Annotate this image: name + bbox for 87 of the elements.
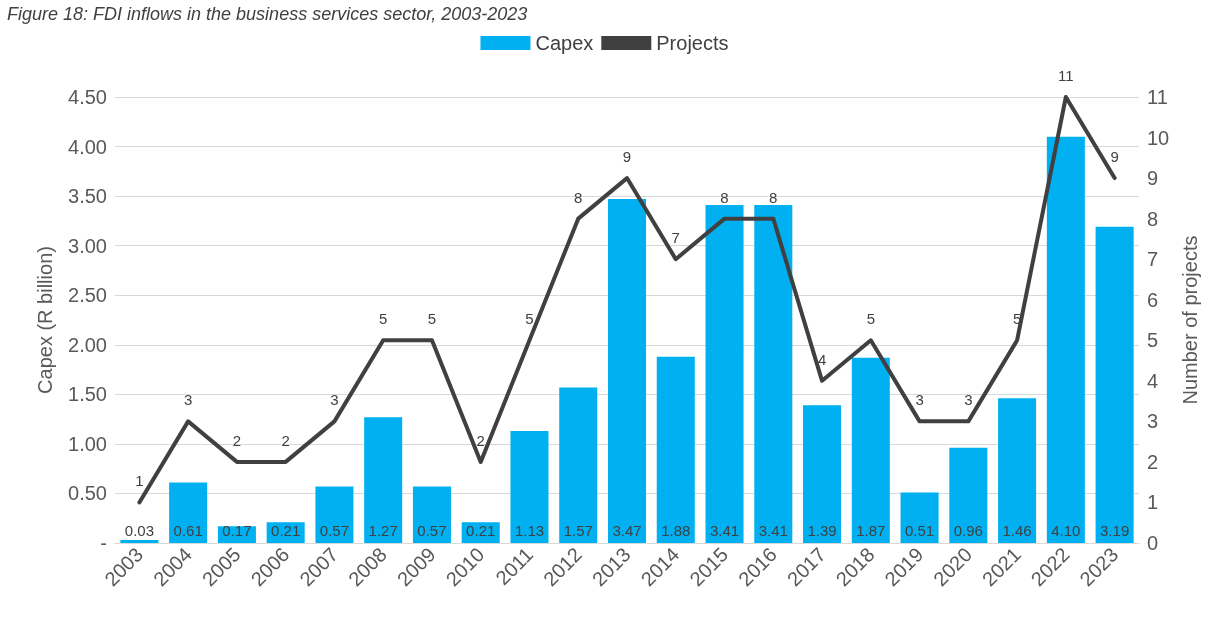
y-tick-label: - [100,532,107,554]
y2-tick-label: 6 [1147,288,1159,311]
bar [315,486,354,543]
data-label: 8 [720,188,729,206]
y2-tick-label: 2 [1147,450,1159,473]
y2-tick-label: 5 [1147,329,1159,352]
data-label: 3.19 [1100,522,1130,539]
data-label: 4.10 [1051,522,1081,539]
y2-tick-label: 1 [1147,491,1159,514]
bar [510,431,549,543]
chart-title: Figure 18: FDI inflows in the business services sector, 2003-2023 [7,4,528,24]
y-axis-title: Capex (R billion) [34,246,56,394]
y-tick-label: 2.50 [68,284,107,307]
data-label: 1.39 [807,522,837,539]
y2-axis-title: Number of projects [1179,235,1202,405]
data-label: 3 [183,391,193,409]
data-label: 3.41 [758,522,788,539]
data-label: 1.57 [563,522,593,539]
y-tick-label: 3.00 [68,234,107,257]
data-label: 0.21 [466,522,496,539]
data-label: 2 [476,431,485,449]
data-label: 1.88 [661,522,691,539]
data-label: 0.51 [904,522,935,539]
y-tick-label: 1.50 [68,383,107,406]
data-label: 3 [915,391,924,409]
bar [120,540,159,543]
data-label: 1 [135,472,144,490]
y2-tick-label: 9 [1147,167,1159,190]
bar [1046,136,1085,543]
y-tick-label: 4.50 [68,86,107,108]
data-label: 0.96 [953,522,983,539]
bar [851,357,890,543]
data-label: 0.17 [222,522,252,539]
bar [900,492,939,543]
y2-tick-label: 7 [1147,248,1159,271]
data-label: 8 [574,188,583,206]
data-label: 5 [525,310,534,328]
data-label: 1.87 [856,522,886,539]
bar [705,205,744,543]
data-label: 4 [817,350,827,368]
data-label: 5 [427,310,437,328]
data-label: 8 [769,188,778,206]
data-label: 0.57 [319,522,350,539]
y-tick-label: 4.00 [68,135,107,158]
y2-tick-label: 8 [1147,207,1159,230]
data-label: 1.13 [514,522,545,539]
data-label: 11 [1058,67,1074,84]
bar [803,405,842,543]
data-label: 3.47 [612,522,642,539]
data-label: 3 [330,391,339,409]
legend-label: Capex [535,32,594,54]
bar [1095,226,1134,543]
y2-tick-label: 4 [1147,369,1159,392]
bar [656,356,695,543]
bar [754,205,793,543]
legend-label: Projects [656,32,729,54]
y-tick-label: 2.00 [68,333,107,356]
y-tick-label: 1.00 [68,432,107,455]
bar [364,417,403,543]
y2-tick-label: 3 [1147,410,1159,433]
data-label: 2 [232,431,242,449]
data-label: 9 [1110,148,1119,166]
bar [559,387,598,543]
bar [607,199,647,543]
bar [412,486,451,543]
bar [949,447,988,543]
data-label: 1.46 [1002,522,1032,539]
data-label: 0.03 [124,522,154,539]
bar [998,398,1037,543]
data-label: 5 [379,310,388,328]
data-label: 3.41 [709,522,740,539]
y2-tick-label: 11 [1147,86,1168,108]
data-label: 5 [866,310,875,328]
data-label: 7 [671,229,680,247]
data-label: 0.61 [173,522,203,539]
y2-tick-label: 0 [1147,532,1159,554]
data-label: 3 [964,391,973,409]
y2-tick-label: 10 [1147,126,1170,149]
y-tick-label: 3.50 [68,185,107,208]
data-label: 1.27 [368,522,398,539]
line-series [137,95,1117,505]
y-tick-label: 0.50 [68,482,107,505]
data-label: 0.57 [417,522,447,539]
data-label: 0.21 [271,522,301,539]
data-label: 2 [281,431,290,449]
bar [169,482,208,543]
data-label: 9 [622,148,632,166]
